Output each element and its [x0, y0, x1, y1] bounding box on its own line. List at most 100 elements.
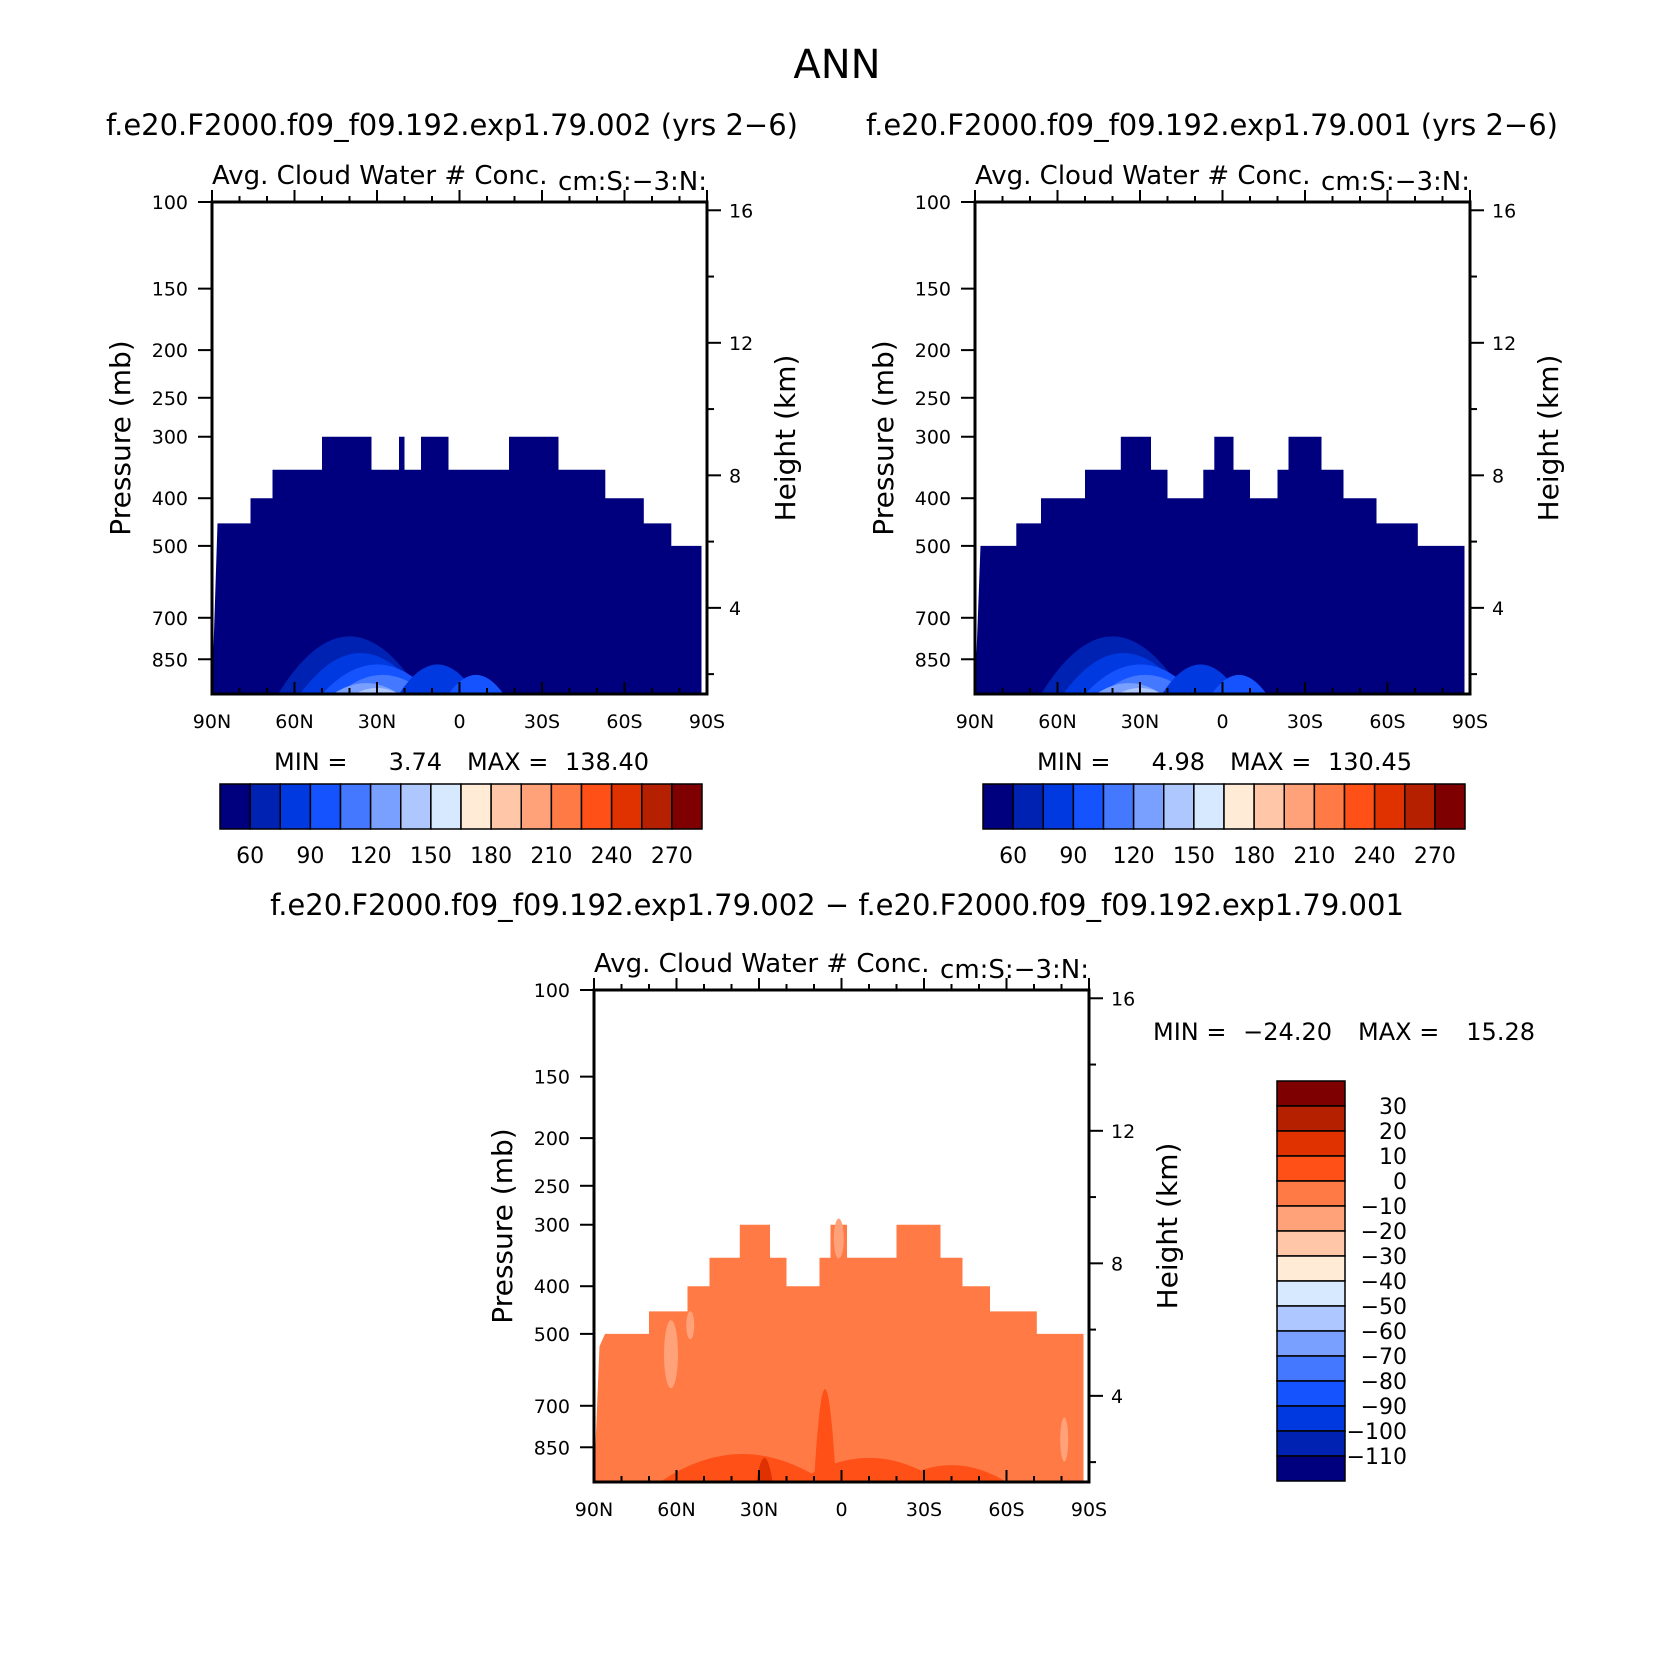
- subtitle-right: cm:S:−3:N:: [1321, 167, 1470, 197]
- y2-tick-label: 4: [1492, 598, 1504, 620]
- colorbar-label: 270: [1414, 844, 1456, 869]
- colorbar-box: [1276, 1380, 1346, 1407]
- colorbar-box: [1102, 783, 1135, 830]
- colorbar-label: −90: [1361, 1395, 1407, 1420]
- y-tick-label: 250: [915, 388, 951, 410]
- colorbar-box: [1313, 783, 1346, 830]
- colorbar-label: 240: [591, 844, 633, 869]
- y2-tick-label: 16: [1492, 200, 1516, 222]
- colorbar-label: 90: [296, 844, 324, 869]
- colorbar-label: 210: [1293, 844, 1335, 869]
- colorbar-label: 180: [1233, 844, 1275, 869]
- colorbar-label: 60: [999, 844, 1027, 869]
- x-tick-label: 30N: [740, 1499, 778, 1521]
- y-tick-label: 500: [534, 1324, 570, 1346]
- colorbar-label: 270: [651, 844, 693, 869]
- min-value: −24.20: [1243, 1018, 1332, 1046]
- colorbar-label: −70: [1361, 1345, 1407, 1370]
- min-value: 4.98: [1152, 748, 1205, 776]
- min-label: MIN =: [1153, 1018, 1226, 1046]
- colorbar-label: −50: [1361, 1295, 1407, 1320]
- colorbar-box: [1253, 783, 1285, 830]
- colorbar-label: −60: [1361, 1320, 1407, 1345]
- y2-axis-title: Height (km): [1151, 1143, 1184, 1310]
- field-contour: [448, 674, 504, 694]
- x-tick-label: 0: [835, 1499, 847, 1521]
- min-value: 3.74: [389, 748, 442, 776]
- colorbar-box: [1283, 783, 1316, 830]
- y2-tick-label: 8: [729, 465, 741, 487]
- y-tick-label: 150: [534, 1067, 570, 1089]
- panel1-title: f.e20.F2000.f09_f09.192.exp1.79.002 (yrs…: [106, 108, 798, 142]
- diff-title: f.e20.F2000.f09_f09.192.exp1.79.002 − f.…: [270, 888, 1404, 922]
- colorbar-box: [1072, 783, 1105, 830]
- colorbar-label: 60: [236, 844, 264, 869]
- field-contour: [660, 1454, 825, 1482]
- y-tick-label: 200: [152, 340, 188, 362]
- colorbar-box: [219, 783, 251, 830]
- y2-tick-label: 8: [1492, 465, 1504, 487]
- colorbar-box: [1276, 1230, 1346, 1257]
- x-tick-label: 30N: [1121, 711, 1159, 733]
- colorbar-box: [339, 783, 372, 830]
- colorbar-box: [279, 783, 312, 830]
- max-label: MAX =: [467, 748, 548, 776]
- x-tick-label: 60N: [275, 711, 313, 733]
- colorbar-label: 0: [1393, 1170, 1407, 1195]
- y-tick-label: 250: [152, 388, 188, 410]
- x-tick-label: 90N: [956, 711, 994, 733]
- colorbar-box: [1276, 1355, 1346, 1382]
- max-value: 130.45: [1328, 748, 1412, 776]
- colorbar-box: [671, 783, 703, 830]
- colorbar-box: [1132, 783, 1165, 830]
- colorbar-label: 120: [1113, 844, 1155, 869]
- field-contour: [833, 1218, 844, 1259]
- y-tick-label: 150: [915, 279, 951, 301]
- x-tick-label: 60N: [657, 1499, 695, 1521]
- colorbar-box: [610, 783, 643, 830]
- subtitle-left: Avg. Cloud Water # Conc.: [975, 161, 1311, 191]
- y2-axis-title: Height (km): [769, 355, 802, 522]
- y-tick-label: 300: [152, 427, 188, 449]
- colorbar-box: [1276, 1080, 1346, 1107]
- y-tick-label: 400: [534, 1276, 570, 1298]
- field-region: [594, 1224, 1084, 1482]
- x-tick-label: 60S: [1369, 711, 1405, 733]
- y-axis-title: Pressure (mb): [104, 340, 137, 535]
- field-region: [975, 436, 1465, 694]
- colorbar-box: [1276, 1305, 1346, 1332]
- y-tick-label: 300: [534, 1215, 570, 1237]
- x-tick-label: 90S: [689, 711, 725, 733]
- colorbar-label: 90: [1059, 844, 1087, 869]
- y-tick-label: 700: [534, 1396, 570, 1418]
- colorbar-box: [1404, 783, 1436, 830]
- colorbar-label: 30: [1379, 1095, 1407, 1120]
- colorbar-box: [460, 783, 492, 830]
- y-tick-label: 850: [534, 1437, 570, 1459]
- y2-tick-label: 16: [1111, 988, 1135, 1010]
- x-tick-label: 30S: [1287, 711, 1323, 733]
- colorbar-box: [1276, 1105, 1346, 1132]
- y-tick-label: 850: [152, 649, 188, 671]
- colorbar-box: [400, 783, 432, 830]
- subtitle-right: cm:S:−3:N:: [558, 167, 707, 197]
- colorbar-box: [1276, 1205, 1346, 1232]
- x-tick-label: 60N: [1038, 711, 1076, 733]
- colorbar-box: [369, 783, 402, 830]
- colorbar-label: 150: [410, 844, 452, 869]
- y2-tick-label: 4: [1111, 1386, 1123, 1408]
- subtitle-left: Avg. Cloud Water # Conc.: [594, 949, 930, 979]
- colorbar-label: −10: [1361, 1195, 1407, 1220]
- colorbar-box: [982, 783, 1014, 830]
- y-tick-label: 700: [915, 608, 951, 630]
- colorbar-box: [1223, 783, 1255, 830]
- colorbar-box: [1276, 1180, 1346, 1207]
- panel-2: 90N 60N 30N 0 30S 60S 90S 100 150 200 250 300 400 500…: [867, 161, 1565, 869]
- field-contour: [686, 1311, 695, 1340]
- y-tick-label: 850: [915, 649, 951, 671]
- x-tick-label: 90S: [1071, 1499, 1107, 1521]
- colorbar-box: [1434, 783, 1466, 830]
- panel-3-field: [594, 1218, 1084, 1482]
- colorbar-label: 240: [1354, 844, 1396, 869]
